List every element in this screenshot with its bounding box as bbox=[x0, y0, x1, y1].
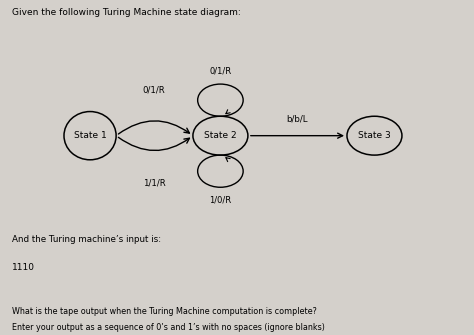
Text: What is the tape output when the Turing Machine computation is complete?: What is the tape output when the Turing … bbox=[12, 307, 317, 316]
Text: Given the following Turing Machine state diagram:: Given the following Turing Machine state… bbox=[12, 8, 241, 17]
Text: 1/0/R: 1/0/R bbox=[210, 196, 231, 205]
Text: Enter your output as a sequence of 0’s and 1’s with no spaces (ignore blanks): Enter your output as a sequence of 0’s a… bbox=[12, 323, 325, 332]
Text: 1110: 1110 bbox=[12, 263, 35, 272]
Text: b/b/L: b/b/L bbox=[287, 115, 308, 123]
Text: 1/1/R: 1/1/R bbox=[143, 178, 165, 187]
Text: 0/1/R: 0/1/R bbox=[210, 67, 231, 76]
Text: And the Turing machine’s input is:: And the Turing machine’s input is: bbox=[12, 234, 161, 244]
Text: 0/1/R: 0/1/R bbox=[143, 86, 165, 95]
Text: State 2: State 2 bbox=[204, 131, 237, 140]
Text: State 3: State 3 bbox=[358, 131, 391, 140]
Text: State 1: State 1 bbox=[73, 131, 107, 140]
